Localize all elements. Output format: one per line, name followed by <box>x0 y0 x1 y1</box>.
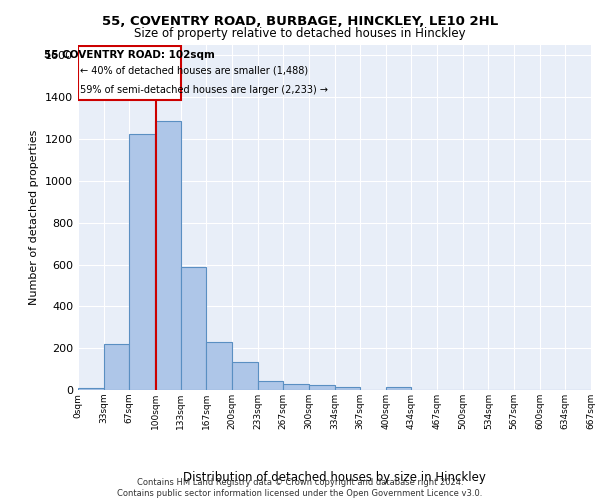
Bar <box>257 380 283 390</box>
Bar <box>78 388 104 390</box>
Text: Size of property relative to detached houses in Hinckley: Size of property relative to detached ho… <box>134 28 466 40</box>
Text: 55 COVENTRY ROAD: 102sqm: 55 COVENTRY ROAD: 102sqm <box>44 50 215 60</box>
Bar <box>129 134 155 390</box>
Bar <box>155 122 181 390</box>
Text: Contains HM Land Registry data © Crown copyright and database right 2024.
Contai: Contains HM Land Registry data © Crown c… <box>118 478 482 498</box>
Text: 55, COVENTRY ROAD, BURBAGE, HINCKLEY, LE10 2HL: 55, COVENTRY ROAD, BURBAGE, HINCKLEY, LE… <box>102 15 498 28</box>
Bar <box>309 385 335 390</box>
Bar <box>386 387 412 390</box>
Text: 59% of semi-detached houses are larger (2,233) →: 59% of semi-detached houses are larger (… <box>80 84 328 94</box>
Bar <box>206 342 232 390</box>
Text: ← 40% of detached houses are smaller (1,488): ← 40% of detached houses are smaller (1,… <box>80 66 308 76</box>
FancyBboxPatch shape <box>78 46 181 100</box>
Bar <box>283 384 309 390</box>
Bar <box>181 266 206 390</box>
Bar <box>104 344 129 390</box>
X-axis label: Distribution of detached houses by size in Hinckley: Distribution of detached houses by size … <box>183 471 486 484</box>
Y-axis label: Number of detached properties: Number of detached properties <box>29 130 40 305</box>
Bar <box>232 362 257 390</box>
Bar <box>335 387 360 390</box>
